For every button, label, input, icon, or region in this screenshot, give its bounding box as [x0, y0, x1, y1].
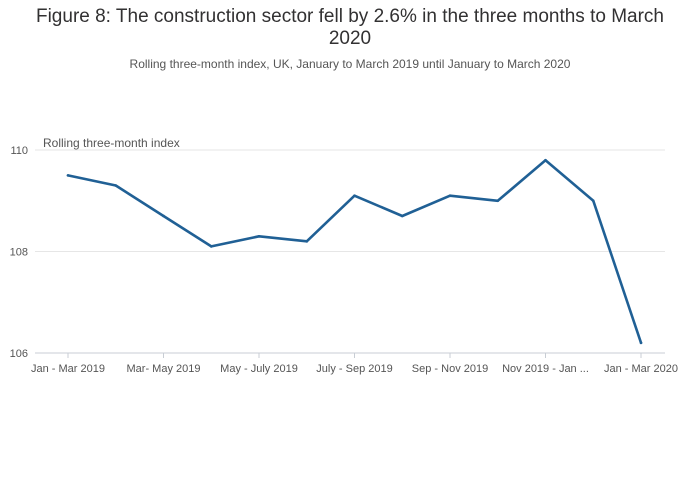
series-layer — [66, 158, 643, 345]
y-tick-label: 106 — [10, 348, 28, 360]
x-tick-label: Nov 2019 - Jan ... — [502, 363, 589, 375]
data-point — [591, 199, 595, 203]
y-axis-ticks: 106 108 110 — [10, 145, 28, 360]
data-point — [305, 240, 309, 243]
y-tick-label: 110 — [10, 145, 28, 157]
data-point — [114, 184, 118, 187]
data-point — [353, 194, 356, 197]
chart-subtitle: Rolling three-month index, UK, January t… — [129, 57, 571, 71]
y-axis-title: Rolling three-month index — [43, 136, 180, 150]
x-tick-label: May - July 2019 — [220, 363, 298, 375]
data-point — [496, 199, 500, 203]
data-point — [448, 194, 452, 197]
data-point — [544, 158, 547, 162]
y-tick-label: 108 — [10, 247, 28, 259]
x-axis-ticks: Jan - Mar 2019 Mar- May 2019 May - July 20… — [31, 353, 678, 375]
gridlines — [35, 149, 665, 354]
chart-title: Figure 8: The construction sector fell b… — [35, 6, 664, 49]
data-point — [209, 245, 213, 248]
data-point — [66, 174, 70, 177]
data-point — [639, 341, 643, 345]
x-tick-label: Jan - Mar 2019 — [31, 363, 105, 375]
data-point — [400, 214, 404, 218]
x-tick-label: Sep - Nov 2019 — [412, 363, 488, 375]
data-point — [257, 234, 261, 238]
x-tick-label: Mar- May 2019 — [127, 363, 201, 375]
x-tick-label: July - Sep 2019 — [316, 363, 392, 375]
data-point — [162, 214, 165, 218]
x-tick-label: Jan - Mar 2020 — [604, 363, 678, 375]
